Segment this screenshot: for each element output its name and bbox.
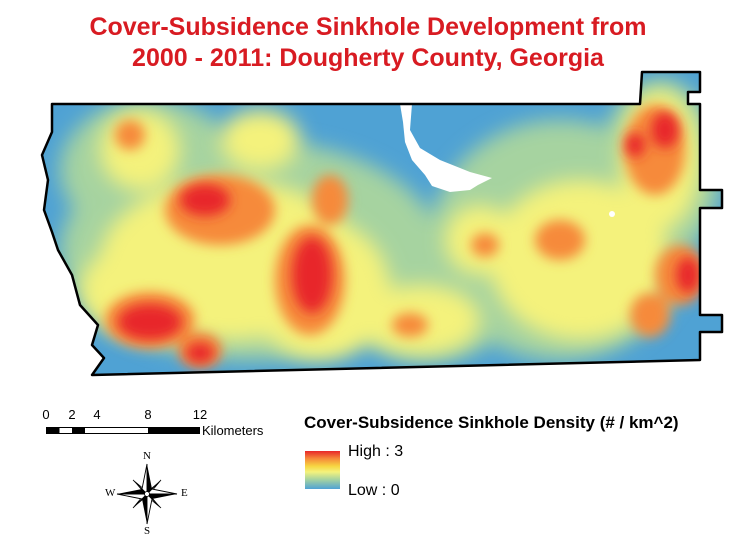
map-title-line-2: 2000 - 2011: Dougherty County, Georgia [132, 44, 604, 72]
map-title-line-1: Cover-Subsidence Sinkhole Development fr… [89, 13, 647, 41]
compass-west-label: W [105, 487, 116, 499]
legend: Cover-Subsidence Sinkhole Density (# / k… [300, 410, 730, 510]
legend-color-ramp [305, 451, 340, 489]
legend-high-label: High : 3 [348, 443, 404, 460]
scale-tick-label: 8 [144, 407, 152, 422]
legend-title: Cover-Subsidence Sinkhole Density (# / k… [304, 413, 679, 432]
density-surface [42, 72, 722, 375]
compass-rose-icon [116, 463, 178, 525]
scale-bar-graphic [46, 427, 200, 434]
scale-bar: 0 2 4 8 12 Kilometers [36, 408, 296, 448]
map-title: Cover-Subsidence Sinkhole Development fr… [0, 12, 736, 74]
compass-east-label: E [181, 487, 188, 499]
scale-tick-label: 12 [192, 407, 208, 422]
lake-feature [400, 104, 492, 192]
county-boundary [40, 70, 724, 377]
scale-tick-label: 2 [68, 407, 76, 422]
scale-tick-label: 0 [42, 407, 50, 422]
scale-unit-label: Kilometers [202, 423, 264, 438]
north-arrow: N W E S [100, 450, 194, 540]
scale-tick-label: 4 [93, 407, 101, 422]
compass-south-label: S [144, 525, 151, 537]
density-map-svg [40, 70, 724, 377]
compass-north-label: N [143, 450, 151, 462]
legend-low-label: Low : 0 [348, 482, 400, 499]
density-map [0, 60, 736, 390]
